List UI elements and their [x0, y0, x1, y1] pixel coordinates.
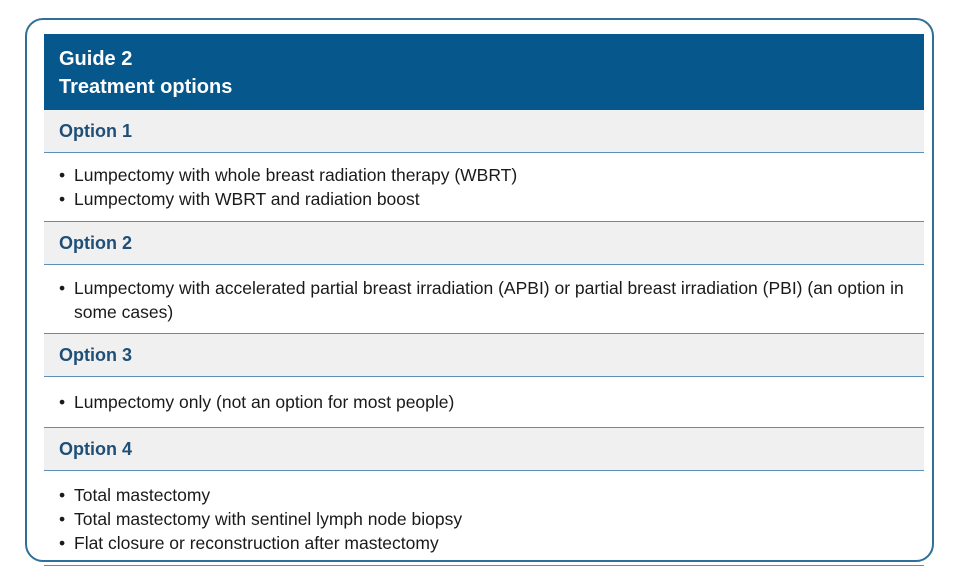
option-4-body: • Total mastectomy • Total mastectomy with… [44, 471, 924, 566]
list-item: • Total mastectomy [59, 483, 906, 507]
guide-table: Guide 2 Treatment options Option 1 • Lump… [44, 34, 924, 566]
option-1-header: Option 1 [44, 110, 924, 153]
list-item-text: Lumpectomy with whole breast radiation t… [74, 165, 518, 185]
guide-header: Guide 2 Treatment options [44, 34, 924, 110]
option-1-body: • Lumpectomy with whole breast radiation … [44, 153, 924, 222]
option-3-list: • Lumpectomy only (not an option for most… [59, 390, 906, 414]
list-item-text: Flat closure or reconstruction after mas… [74, 533, 439, 553]
list-item: • Lumpectomy with accelerated partial bre… [59, 276, 906, 324]
bullet-icon: • [59, 189, 66, 209]
guide-frame [25, 18, 934, 562]
option-3-header: Option 3 [44, 334, 924, 377]
option-3-body: • Lumpectomy only (not an option for most… [44, 377, 924, 428]
option-2-list: • Lumpectomy with accelerated partial bre… [59, 276, 906, 324]
bullet-icon: • [59, 485, 66, 505]
guide-title: Treatment options [59, 76, 233, 98]
list-item-text: Total mastectomy with sentinel lymph nod… [74, 509, 463, 529]
list-item-text: Lumpectomy with accelerated partial brea… [74, 278, 904, 322]
bullet-icon: • [59, 392, 66, 412]
list-item: • Lumpectomy with whole breast radiation … [59, 163, 906, 187]
option-4-list: • Total mastectomy • Total mastectomy with… [59, 483, 906, 555]
bullet-icon: • [59, 165, 66, 185]
option-1-list: • Lumpectomy with whole breast radiation … [59, 163, 906, 211]
bullet-icon: • [59, 533, 66, 553]
bullet-icon: • [59, 509, 66, 529]
list-item: • Total mastectomy with sentinel lymph no… [59, 507, 906, 531]
list-item-text: Lumpectomy only (not an option for most … [74, 392, 455, 412]
list-item: • Lumpectomy only (not an option for most… [59, 390, 906, 414]
list-item-text: Lumpectomy with WBRT and radiation boost [74, 189, 420, 209]
option-2-header: Option 2 [44, 222, 924, 265]
bullet-icon: • [59, 278, 66, 298]
list-item: • Flat closure or reconstruction after ma… [59, 531, 906, 555]
list-item-text: Total mastectomy [74, 485, 211, 505]
option-2-body: • Lumpectomy with accelerated partial bre… [44, 265, 924, 334]
option-4-header: Option 4 [44, 428, 924, 471]
list-item: • Lumpectomy with WBRT and radiation boos… [59, 187, 906, 211]
guide-number: Guide 2 [59, 48, 133, 70]
